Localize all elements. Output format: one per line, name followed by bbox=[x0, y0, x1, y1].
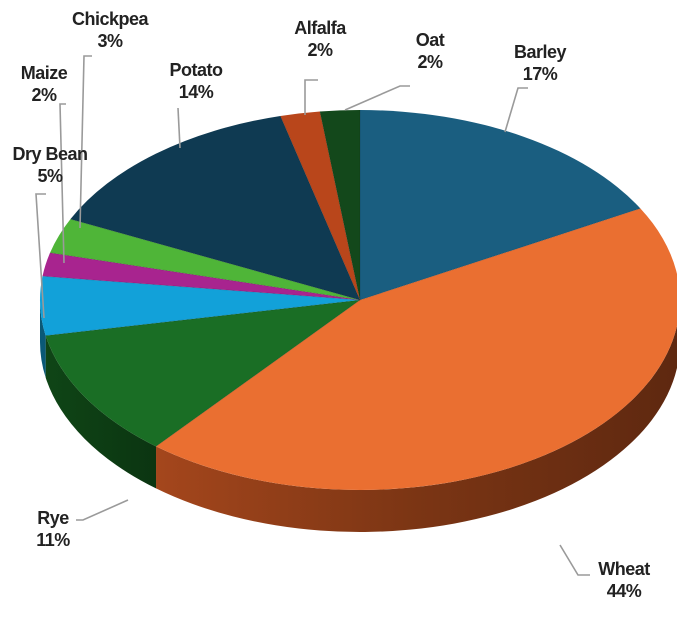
slice-percent-dry-bean: 5% bbox=[37, 166, 63, 186]
pie-slice-wheat bbox=[156, 208, 677, 491]
slice-name-alfalfa: Alfalfa bbox=[294, 18, 347, 38]
leader-line-oat bbox=[344, 85, 410, 111]
pie-side-rye bbox=[45, 335, 157, 489]
slice-name-potato: Potato bbox=[170, 60, 224, 80]
slice-percent-maize: 2% bbox=[31, 85, 57, 105]
pie-slice-rye bbox=[45, 300, 360, 447]
pie-depth bbox=[40, 300, 677, 533]
pie-slice-potato bbox=[70, 115, 360, 300]
leader-line-alfalfa bbox=[304, 79, 318, 115]
slice-separator-chickpea bbox=[49, 252, 361, 301]
slice-percent-barley: 17% bbox=[523, 64, 558, 84]
pie-slice-dry-bean bbox=[39, 276, 360, 336]
leader-line-dry-bean bbox=[35, 193, 46, 319]
pie-slice-barley bbox=[360, 110, 641, 300]
pie-slice-alfalfa bbox=[280, 111, 360, 301]
slice-name-chickpea: Chickpea bbox=[72, 9, 150, 29]
slice-name-barley: Barley bbox=[514, 42, 567, 62]
slice-name-maize: Maize bbox=[21, 63, 68, 83]
slice-percent-rye: 11% bbox=[36, 530, 70, 550]
leader-line-rye bbox=[76, 499, 129, 521]
slice-separator-potato bbox=[70, 218, 361, 301]
slice-separator-rye bbox=[155, 299, 361, 447]
pie-slices bbox=[39, 110, 677, 491]
slice-percent-oat: 2% bbox=[417, 52, 443, 72]
pie-side-wheat bbox=[156, 325, 677, 533]
slice-percent-wheat: 44% bbox=[607, 581, 642, 601]
slice-separator-oat bbox=[319, 111, 361, 301]
slice-percent-alfalfa: 2% bbox=[307, 40, 333, 60]
pie-side-dry-bean bbox=[40, 300, 46, 378]
leader-line-wheat bbox=[559, 544, 590, 576]
pie-slice-chickpea bbox=[50, 219, 361, 300]
slice-name-dry-bean: Dry Bean bbox=[12, 144, 87, 164]
slice-name-wheat: Wheat bbox=[598, 559, 650, 579]
slice-separator-alfalfa bbox=[279, 115, 361, 301]
slice-separator-maize bbox=[42, 275, 361, 301]
slice-name-rye: Rye bbox=[37, 508, 69, 528]
leader-lines bbox=[35, 55, 590, 576]
leader-line-chickpea bbox=[79, 55, 92, 229]
slice-percent-chickpea: 3% bbox=[97, 31, 123, 51]
leader-line-maize bbox=[59, 103, 66, 264]
pie-slice-maize bbox=[42, 252, 361, 300]
pie-slice-oat bbox=[319, 110, 360, 300]
leader-line-potato bbox=[177, 107, 181, 149]
leader-line-barley bbox=[504, 87, 528, 133]
slice-separator-dry-bean bbox=[45, 299, 361, 337]
slice-name-oat: Oat bbox=[416, 30, 445, 50]
slice-percent-potato: 14% bbox=[179, 82, 214, 102]
slice-separator-wheat bbox=[359, 207, 641, 301]
